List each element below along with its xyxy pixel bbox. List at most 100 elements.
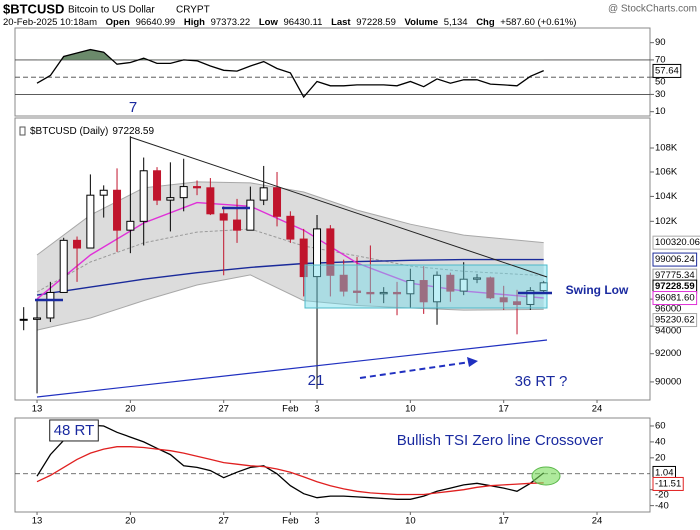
x-tick-label: 20: [125, 404, 136, 415]
quote-low: 96430.11: [284, 17, 323, 28]
quote-label: Low: [259, 17, 279, 28]
x-tick-label: 17: [498, 404, 509, 415]
title-last: 97228.59: [112, 126, 154, 137]
trendline: [129, 136, 548, 278]
value-label: 1.04: [655, 467, 674, 478]
candle-body: [286, 215, 295, 240]
candle-body: [339, 274, 348, 292]
x-tick-label: Feb: [282, 404, 298, 415]
y-tick-label: 96000: [655, 304, 681, 315]
y-tick-label: 94000: [655, 326, 681, 337]
y-tick-label: 10: [655, 106, 666, 117]
y-tick-label: 70: [655, 54, 666, 65]
projection-arrow: [359, 361, 471, 379]
quote-label: Last: [331, 17, 351, 28]
candle-body: [299, 238, 308, 278]
y-tick-label: 90000: [655, 376, 681, 387]
x-tick-label: 3: [314, 404, 319, 415]
candle-body: [473, 277, 482, 280]
y-tick-label: 108K: [655, 143, 678, 154]
value-label-box: [652, 476, 684, 491]
source: @ StockCharts.com: [608, 4, 697, 15]
candle-body: [99, 189, 108, 196]
instrument-name: Bitcoin to US Dollar: [68, 5, 155, 16]
annotations-layer: [35, 136, 561, 486]
candle-body: [206, 187, 215, 215]
candle-body: [86, 194, 95, 249]
price-title: $BTCUSD (Daily) 97228.59: [30, 126, 154, 137]
consolidation-box: [304, 264, 548, 309]
value-label: 99006.24: [655, 254, 695, 265]
crossover-marker: [531, 466, 561, 486]
candle-body: [273, 187, 282, 217]
arrow-head: [467, 357, 478, 367]
indicator-line: [36, 446, 544, 496]
value-label-box: [652, 235, 700, 250]
y-tick-label: 104K: [655, 191, 678, 202]
candle-body: [193, 186, 202, 189]
plot-layer: 13 20 27 Feb 3 10 17 24 $BTCUSD (Daily) 97228.59 7…: [15, 37, 700, 527]
quote-label: High: [184, 17, 205, 28]
exchange: CRYPT: [176, 5, 210, 16]
symbol: $BTCUSD: [3, 1, 64, 16]
candle-body: [313, 228, 322, 278]
quote-high: 97373.22: [211, 17, 251, 28]
annotation: 21: [308, 372, 325, 389]
candle-body: [486, 277, 495, 299]
candle-body: [166, 197, 175, 201]
quote-volume: 5,134: [444, 17, 468, 28]
x-tick-label: 3: [314, 516, 319, 527]
candle-body: [246, 199, 255, 231]
y-tick-label: 102K: [655, 216, 678, 227]
y-tick-label: -40: [655, 500, 669, 511]
candle-body: [499, 297, 508, 303]
candle-body: [406, 280, 415, 295]
candle-body: [433, 274, 442, 303]
x-tick-label: 13: [32, 404, 43, 415]
candle-body: [19, 318, 28, 321]
x-tick-label: 24: [592, 516, 603, 527]
candle-body: [259, 187, 268, 201]
value-label: 97228.59: [655, 281, 695, 292]
candle-body: [179, 186, 188, 199]
candle-body: [379, 291, 388, 295]
quote-change: +587.60 (+0.61%): [500, 17, 576, 28]
candle-body: [366, 291, 375, 295]
candle-body: [459, 278, 468, 292]
candle-body: [153, 170, 162, 201]
quote-open: 96640.99: [136, 17, 176, 28]
x-tick-label: 27: [218, 404, 229, 415]
value-label: 97775.34: [655, 270, 695, 281]
value-label-box: [652, 291, 698, 306]
candle-body: [446, 274, 455, 292]
candle-body: [326, 228, 335, 276]
overlay-line: [36, 228, 544, 293]
band-fill: [37, 181, 544, 331]
y-tick-label: 90: [655, 37, 666, 48]
x-tick-label: 10: [405, 404, 416, 415]
candle-body: [526, 290, 535, 305]
candle-body: [353, 290, 362, 293]
value-label-box: [652, 252, 698, 267]
candle-body: [33, 317, 42, 320]
x-tick-label: 10: [405, 516, 416, 527]
rsi-panel: [14, 27, 651, 117]
quote-date: 20-Feb-2025 10:18am: [3, 17, 97, 28]
annotation: 48 RT: [54, 422, 95, 439]
value-label: -11.51: [655, 478, 681, 489]
quote-last: 97228.59: [356, 17, 396, 28]
y-tick-label: 92000: [655, 348, 681, 359]
candle-body: [513, 301, 522, 305]
overbought-area: [61, 49, 149, 60]
annotation: Bullish TSI Zero line Crossover: [397, 432, 603, 449]
annotation: 36 RT ?: [515, 373, 568, 390]
candle-body: [393, 291, 402, 295]
value-label: 100320.06: [655, 237, 700, 248]
x-tick-label: 27: [218, 516, 229, 527]
candle-body: [419, 280, 428, 303]
quote-label: Volume: [405, 17, 439, 28]
y-tick-label: 20: [655, 452, 666, 463]
candle-body: [139, 170, 148, 222]
title-icon: [19, 126, 26, 136]
